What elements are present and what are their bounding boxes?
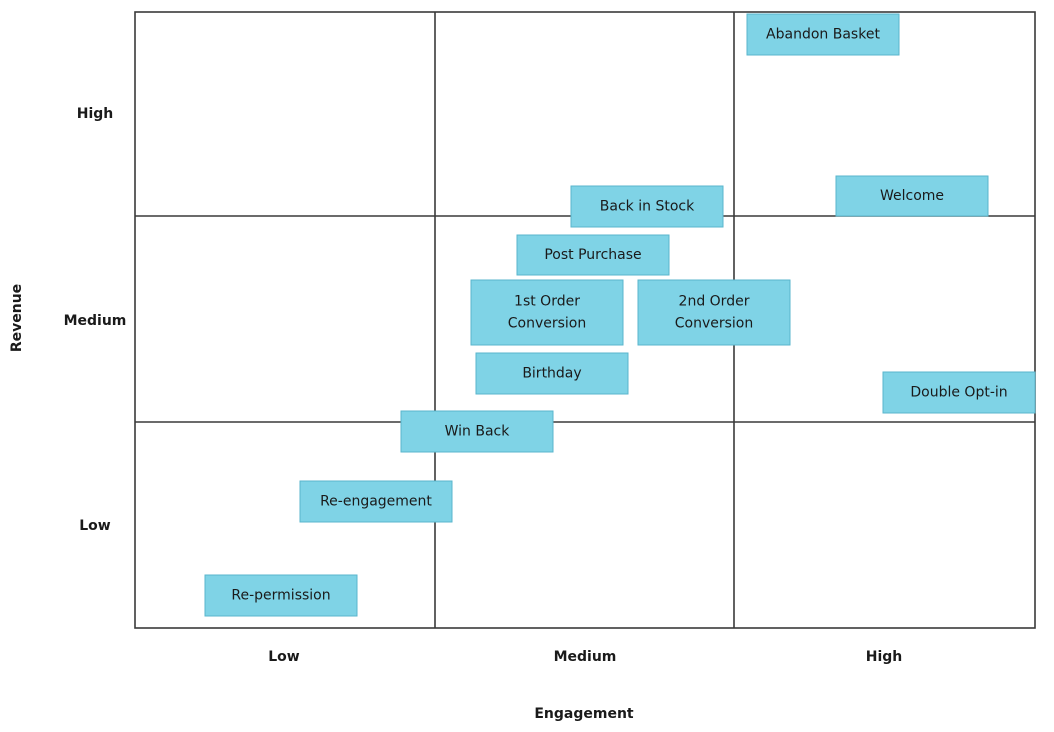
box-re-permission-background bbox=[204, 574, 358, 617]
box-1st-order-conversion-label-line-1: 1st Order bbox=[514, 294, 580, 310]
box-birthday: Birthday bbox=[475, 352, 629, 395]
box-abandon-basket-label: Abandon Basket bbox=[766, 27, 880, 43]
box-back-in-stock: Back in Stock bbox=[570, 185, 724, 228]
box-re-engagement-background bbox=[299, 480, 453, 523]
box-welcome-label: Welcome bbox=[880, 188, 944, 204]
campaign-boxes: Abandon Basket Welcome Back in Stock Post P… bbox=[204, 13, 1036, 617]
box-birthday-background bbox=[475, 352, 629, 395]
y-tick-label-medium: Medium bbox=[64, 313, 127, 329]
box-re-permission: Re-permission bbox=[204, 574, 358, 617]
box-back-in-stock-label: Back in Stock bbox=[600, 199, 695, 215]
box-abandon-basket-background bbox=[746, 13, 900, 56]
x-tick-label-high: High bbox=[866, 649, 903, 665]
box-post-purchase: Post Purchase bbox=[516, 234, 670, 276]
box-2nd-order-conversion: 2nd Order Conversion bbox=[637, 279, 791, 346]
box-win-back-label: Win Back bbox=[445, 424, 511, 440]
y-tick-label-high: High bbox=[77, 106, 114, 122]
box-win-back-background bbox=[400, 410, 554, 453]
x-axis-title: Engagement bbox=[534, 706, 634, 722]
box-double-opt-in: Double Opt-in bbox=[882, 371, 1036, 414]
x-axis: Low Medium High Engagement bbox=[268, 649, 902, 722]
grid-outer-border bbox=[134, 11, 1036, 629]
x-tick-label-low: Low bbox=[268, 649, 300, 665]
box-post-purchase-background bbox=[516, 234, 670, 276]
y-axis: High Medium Low Revenue bbox=[9, 106, 126, 534]
y-tick-label-low: Low bbox=[79, 518, 111, 534]
box-welcome-background bbox=[835, 175, 989, 217]
box-double-opt-in-label: Double Opt-in bbox=[910, 385, 1007, 401]
box-1st-order-conversion-background bbox=[470, 279, 624, 346]
box-2nd-order-conversion-label-line-1: 2nd Order bbox=[679, 294, 750, 310]
y-axis-title: Revenue bbox=[9, 284, 25, 352]
box-re-permission-label: Re-permission bbox=[231, 588, 330, 604]
x-tick-label-medium: Medium bbox=[554, 649, 617, 665]
box-post-purchase-label: Post Purchase bbox=[544, 247, 641, 263]
box-1st-order-conversion-label-line-2: Conversion bbox=[508, 316, 587, 332]
box-welcome: Welcome bbox=[835, 175, 989, 217]
box-back-in-stock-background bbox=[570, 185, 724, 228]
box-re-engagement: Re-engagement bbox=[299, 480, 453, 523]
box-double-opt-in-background bbox=[882, 371, 1036, 414]
box-birthday-label: Birthday bbox=[522, 366, 581, 382]
box-re-engagement-label: Re-engagement bbox=[320, 494, 432, 510]
box-abandon-basket: Abandon Basket bbox=[746, 13, 900, 56]
box-2nd-order-conversion-label-line-2: Conversion bbox=[675, 316, 754, 332]
box-1st-order-conversion: 1st Order Conversion bbox=[470, 279, 624, 346]
box-win-back: Win Back bbox=[400, 410, 554, 453]
box-2nd-order-conversion-background bbox=[637, 279, 791, 346]
